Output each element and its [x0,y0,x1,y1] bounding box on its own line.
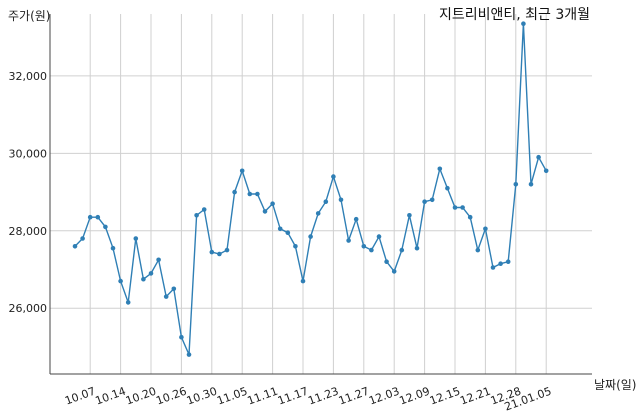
data-point [475,247,481,253]
x-tick-label: 10.30 [185,385,219,408]
data-point [331,174,336,179]
data-point [171,286,177,292]
data-point [346,238,351,243]
data-point [414,245,420,251]
axes [49,14,592,375]
x-tick-label: 10.14 [94,385,128,408]
data-point [148,271,154,276]
data-point [452,205,458,210]
data-point [156,257,161,263]
data-point [262,209,268,214]
data-point [72,244,78,249]
x-tick-label: 10.20 [124,385,158,408]
data-points [72,21,549,357]
data-point [422,199,427,204]
data-point [323,199,329,204]
x-tick-label: 10.07 [63,385,97,408]
data-point [490,265,496,270]
x-axis-label: 날짜(일) [594,378,636,392]
data-point [407,213,412,218]
data-point [163,294,169,299]
x-tick-label: 11.23 [306,385,340,408]
data-point [353,216,359,222]
data-point [125,300,131,305]
data-point [384,259,389,265]
data-point [110,245,116,251]
x-tick-label: 12.09 [398,385,432,408]
data-point [338,197,344,203]
x-tick-label: 12.03 [367,385,401,408]
data-point [270,201,275,206]
x-tick-label: 11.11 [246,385,280,408]
data-point [315,211,321,216]
data-point [543,168,549,174]
data-point [429,197,435,203]
data-point [437,166,443,172]
data-point [536,154,541,160]
x-tick-label: 11.05 [215,385,249,408]
x-tick-label: 11.27 [337,385,371,408]
data-point [103,224,108,230]
data-point [133,236,139,241]
data-point [209,249,215,255]
data-point [239,168,245,174]
data-point [460,205,465,210]
data-point [232,189,237,195]
y-tick-label: 30,000 [9,147,48,160]
data-point [285,230,291,235]
data-point [308,234,313,239]
data-point [399,247,405,253]
x-tick-label: 12.15 [428,385,462,408]
data-point [201,207,207,212]
data-point [505,259,511,265]
x-tick-label: 10.26 [154,385,188,408]
y-tick-label: 26,000 [9,302,48,315]
data-point [186,352,192,357]
data-point [498,261,503,267]
data-point [513,182,519,187]
data-point [224,247,230,253]
data-point [80,236,85,241]
data-point [391,269,397,274]
data-point [445,185,450,191]
data-point [467,214,473,220]
x-tick-label: 11.17 [276,385,310,408]
y-axis-label: 주가(원) [8,9,50,23]
data-point [179,334,184,340]
grid [50,14,592,374]
data-point [521,21,526,27]
data-point [376,234,382,239]
y-tick-label: 32,000 [9,70,48,83]
y-tick-label: 28,000 [9,225,48,238]
data-point [255,191,260,197]
data-point [247,191,253,197]
data-point [194,213,199,218]
data-point [277,226,283,232]
data-point [141,276,146,282]
data-point [369,247,374,253]
series-line [74,23,547,355]
data-point [483,226,488,232]
data-point [95,214,101,220]
data-point [300,278,306,284]
data-point [217,251,222,257]
x-tick-label: 12.21 [458,385,492,408]
data-point [118,278,123,284]
data-point [361,244,367,249]
chart-title: 지트리비앤티, 최근 3개월 [439,7,590,23]
data-point [528,182,534,187]
data-point [293,244,298,249]
data-point [87,214,93,220]
